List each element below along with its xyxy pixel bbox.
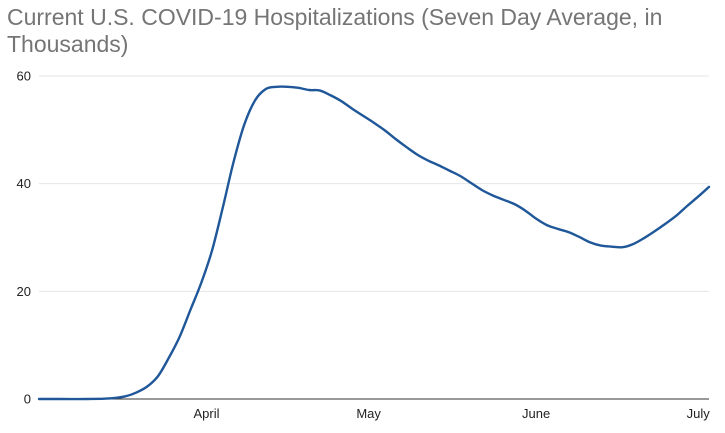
x-tick-label: July bbox=[687, 406, 711, 421]
x-axis-tick-labels: April May June July bbox=[193, 406, 710, 421]
series-layer bbox=[37, 85, 711, 401]
grid-layer bbox=[39, 75, 709, 400]
y-axis-tick-labels: 0 20 40 60 bbox=[17, 69, 31, 407]
chart-title: Current U.S. COVID-19 Hospitalizations (… bbox=[7, 4, 663, 57]
x-tick-label: June bbox=[522, 406, 550, 421]
y-tick-label: 40 bbox=[17, 176, 31, 191]
x-tick-label: April bbox=[193, 406, 219, 421]
hospitalizations-line bbox=[37, 85, 711, 401]
y-tick-label: 20 bbox=[17, 284, 31, 299]
x-tick-label: May bbox=[356, 406, 381, 421]
y-tick-label: 60 bbox=[17, 69, 31, 84]
y-tick-label: 0 bbox=[24, 392, 31, 407]
